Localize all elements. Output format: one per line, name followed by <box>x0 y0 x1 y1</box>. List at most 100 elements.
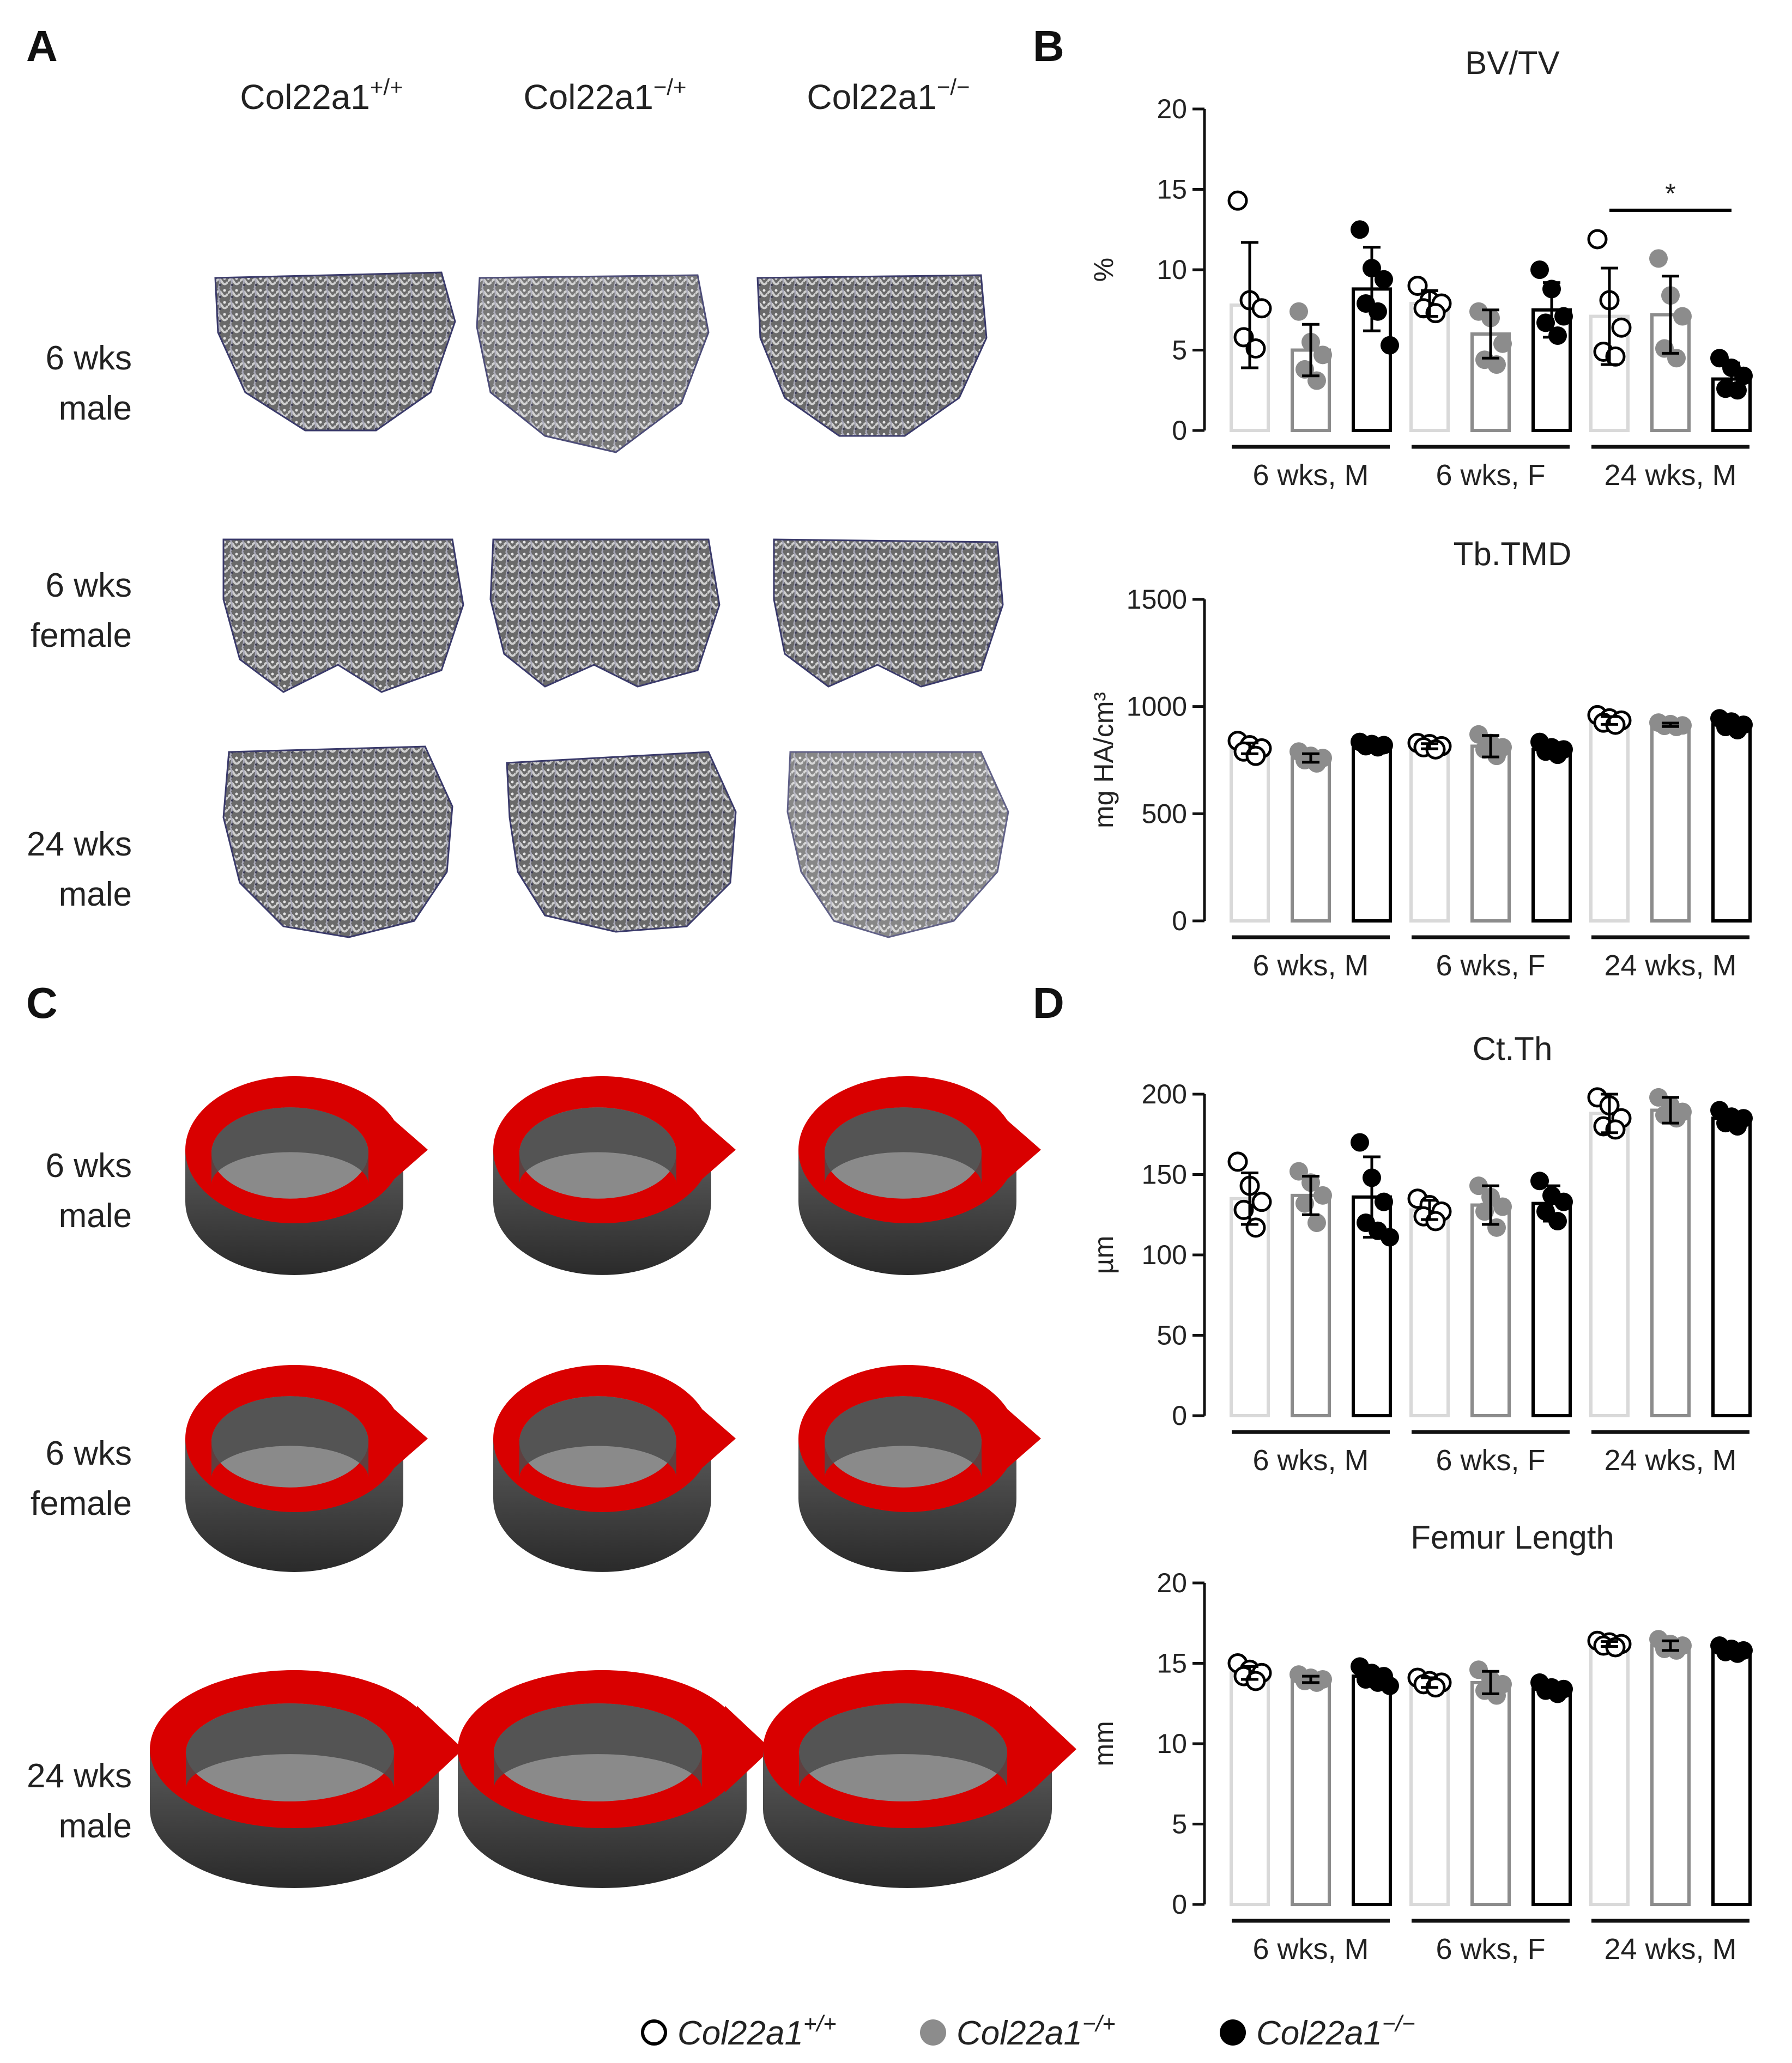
data-point-ko <box>1554 307 1573 326</box>
cortical-ring-6wk-female-wt <box>185 1365 428 1572</box>
group-label: 6 wks, M <box>1252 459 1369 492</box>
bar-het <box>1470 1203 1511 1418</box>
y-tick-label: 0 <box>1172 1400 1187 1431</box>
cortical-ring-6wk-female-het <box>493 1365 736 1572</box>
data-point-wt <box>1587 229 1608 250</box>
cortical-ring-24wk-male-ko <box>763 1670 1076 1888</box>
legend-marker-ko <box>1220 2019 1246 2046</box>
bar-wt <box>1409 1680 1450 1906</box>
row-label-c-3-line1: 24 wks <box>27 1757 132 1795</box>
bar-wt <box>1230 1671 1270 1906</box>
y-tick-label: 0 <box>1172 906 1187 936</box>
group-label: 6 wks, F <box>1436 1933 1545 1965</box>
row-label-a-3-line1: 24 wks <box>27 826 132 863</box>
y-tick-label: 1000 <box>1127 691 1187 722</box>
data-point-ko <box>1734 366 1753 385</box>
y-tick-label: 0 <box>1172 415 1187 446</box>
y-tick-label: 200 <box>1142 1079 1187 1109</box>
data-point-het <box>1313 1186 1332 1205</box>
bar-ko <box>1711 1648 1752 1906</box>
cortical-ring-24wk-male-het <box>458 1670 771 1888</box>
trabecular-render-6wk-female-ko <box>773 538 1004 688</box>
y-tick-label: 150 <box>1142 1160 1187 1190</box>
row-label-a-1-line1: 6 wks <box>46 339 132 377</box>
row-label-c-3-line2: male <box>59 1807 132 1845</box>
cortical-ring-24wk-male-wt <box>150 1670 463 1888</box>
data-point-het <box>1673 307 1692 326</box>
bar-het <box>1291 756 1331 923</box>
chart-0: BV/TV 0 5 10 15 20% 6 wks, M 6 wks, F 24 wks, M * <box>1088 45 1753 492</box>
bar-het <box>1291 1678 1331 1906</box>
data-point-wt <box>1227 190 1248 211</box>
group-label: 6 wks, M <box>1252 1444 1369 1477</box>
trabecular-render-24wk-male-het <box>506 751 737 933</box>
group-label: 24 wks, M <box>1604 459 1736 492</box>
data-point-wt <box>1251 298 1272 319</box>
y-tick-label: 10 <box>1157 254 1187 285</box>
bar-ko <box>1352 1674 1392 1907</box>
trabecular-render-6wk-female-het <box>489 538 721 688</box>
data-point-het <box>1313 345 1332 365</box>
y-tick-label: 0 <box>1172 1889 1187 1920</box>
data-point-ko <box>1381 1676 1399 1695</box>
row-label-a-1-line2: male <box>59 390 132 427</box>
y-tick-label: 10 <box>1157 1728 1187 1759</box>
y-axis-label: µm <box>1088 1236 1119 1274</box>
data-point-het <box>1649 249 1668 268</box>
bar-wt <box>1409 744 1450 923</box>
legend-marker-het <box>920 2019 946 2046</box>
bar-het <box>1650 1108 1691 1417</box>
data-point-ko <box>1381 336 1399 355</box>
cortical-ring-6wk-female-ko <box>798 1365 1041 1572</box>
data-point-wt <box>1251 1192 1272 1212</box>
bar-wt <box>1589 1112 1630 1417</box>
genotype-header-ko: Col22a1−/− <box>807 74 970 117</box>
genotype-header-wt: Col22a1+/+ <box>240 74 403 117</box>
y-tick-label: 15 <box>1157 174 1187 205</box>
chart-title: Tb.TMD <box>1454 536 1572 572</box>
data-point-ko <box>1375 1192 1393 1211</box>
chart-title: Ct.Th <box>1473 1030 1553 1067</box>
y-axis-label: mm <box>1088 1721 1119 1766</box>
data-point-wt <box>1245 338 1266 359</box>
data-point-wt <box>1611 317 1632 338</box>
data-point-ko <box>1530 1172 1549 1191</box>
trabecular-render-6wk-female-wt <box>222 538 464 693</box>
legend-label-ko: Col22a1−/− <box>1256 2011 1415 2052</box>
row-label-a-2-line2: female <box>31 617 132 654</box>
bar-het <box>1291 1193 1331 1418</box>
data-point-het <box>1493 1197 1512 1216</box>
y-tick-label: 100 <box>1142 1240 1187 1270</box>
row-label-c-1-line1: 6 wks <box>46 1147 132 1185</box>
y-tick-label: 5 <box>1172 1809 1187 1840</box>
bar-wt <box>1589 1642 1630 1907</box>
data-point-het <box>1469 1176 1488 1196</box>
trabecular-render-6wk-male-wt <box>214 271 456 432</box>
row-label-c-2-line2: female <box>31 1485 132 1522</box>
trabecular-render-6wk-male-ko <box>756 274 988 437</box>
y-tick-label: 20 <box>1157 1568 1187 1598</box>
legend-label-het: Col22a1−/+ <box>956 2011 1116 2052</box>
group-label: 24 wks, M <box>1604 1444 1736 1477</box>
data-point-wt <box>1233 1199 1254 1220</box>
legend: Col22a1+/+ Col22a1−/+ Col22a1−/− <box>641 2011 1415 2052</box>
row-label-c-1-line2: male <box>59 1197 132 1235</box>
genotype-header-het: Col22a1−/+ <box>523 74 686 117</box>
bar-het <box>1650 723 1691 923</box>
group-label: 6 wks, M <box>1252 949 1369 982</box>
group-label: 6 wks, M <box>1252 1933 1369 1965</box>
data-point-ko <box>1554 1192 1573 1211</box>
significance-label: * <box>1665 178 1675 209</box>
panel-label-b: B <box>1033 22 1064 70</box>
y-axis-label: mg HA/cm³ <box>1088 692 1119 828</box>
data-point-ko <box>1375 270 1393 289</box>
data-point-het <box>1487 355 1506 374</box>
y-tick-label: 20 <box>1157 94 1187 124</box>
cortical-rings <box>150 1076 1076 1888</box>
trabecular-render-24wk-male-ko <box>786 751 1009 938</box>
panel-label-c: C <box>26 979 58 1027</box>
chart-1: Tb.TMD 0 500 1000 1500 mg HA/cm³ 6 wks, M 6 wks… <box>1088 536 1753 982</box>
bar-ko <box>1531 748 1572 923</box>
data-point-het <box>1307 1213 1326 1232</box>
